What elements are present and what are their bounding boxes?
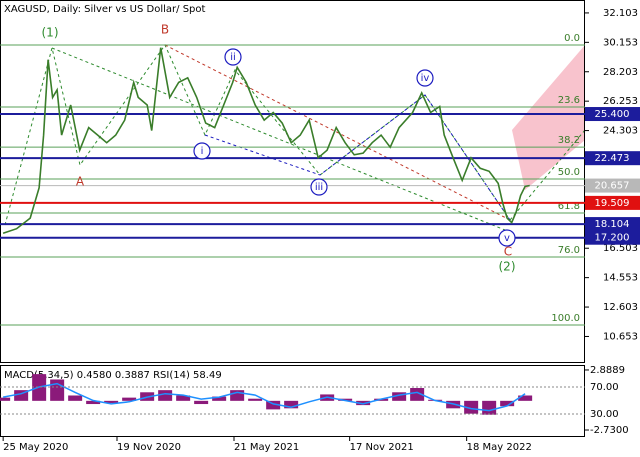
price-tag [585, 230, 640, 245]
y-tick-label: 14.553 [603, 273, 638, 284]
rsi-line [2, 382, 526, 412]
macd-bar [104, 400, 119, 403]
y-tick-label: 28.203 [603, 67, 638, 78]
macd-bar [176, 395, 191, 401]
indicator-frame [0, 365, 585, 437]
macd-bar [86, 400, 101, 405]
price-tag [585, 195, 640, 210]
price-tag-label: 22.473 [595, 153, 630, 164]
fib-label: 100.0 [551, 313, 580, 324]
wave-label: (2) [499, 260, 516, 274]
fib-label: 23.6 [558, 95, 580, 106]
macd-tick-label: 2.8889 [590, 365, 625, 376]
y-tick-label: 12.603 [603, 302, 638, 313]
y-tick-label: 24.303 [603, 126, 638, 137]
macd-bar [122, 397, 137, 401]
price-tag-label: 18.104 [595, 219, 630, 230]
x-tick-label: 18 May 2022 [467, 442, 532, 453]
y-tick-label: 30.153 [603, 37, 638, 48]
channel-line [164, 44, 511, 221]
macd-bar [14, 390, 29, 401]
macd-bar [68, 395, 83, 401]
macd-bar [392, 392, 407, 401]
rsi-tick-label: 30.00 [590, 409, 619, 420]
macd-tick-label: -2.7300 [590, 425, 629, 436]
macd-bar [266, 400, 281, 410]
price-tag [585, 178, 640, 193]
x-tick-label: 17 Nov 2021 [350, 442, 414, 453]
wave-path [204, 94, 511, 221]
y-tick-label: 26.253 [603, 96, 638, 107]
fib-label: 76.0 [558, 245, 580, 256]
macd-bar [482, 400, 497, 415]
macd-bar [518, 395, 533, 401]
wave-circle [310, 178, 328, 196]
wave-lines [4, 43, 586, 231]
price-tag [585, 151, 640, 166]
macd-bar [464, 400, 479, 414]
y-tick-label: 32.103 [603, 8, 638, 19]
macd-bar [0, 397, 11, 401]
indicator-label: MACD(5,34,5) 0.4580 0.3887 RSI(14) 58.49 [4, 370, 222, 381]
price-line [2, 47, 530, 234]
macd-bar [194, 400, 209, 405]
macd-bar [500, 400, 515, 407]
wave-circle [498, 229, 516, 247]
fib-label: 38.2 [558, 135, 580, 146]
wave-label: iii [315, 182, 323, 193]
wave-label: i [201, 146, 204, 157]
wave-label: ii [230, 52, 236, 63]
forecast-line [509, 129, 586, 221]
fib-label: 61.8 [558, 201, 580, 212]
x-tick-label: 25 May 2020 [3, 442, 68, 453]
chart-title: XAGUSD, Daily: Silver vs US Dollar/ Spot [4, 4, 206, 15]
macd-bar [284, 400, 299, 409]
y-tick-label: 16.503 [603, 243, 638, 254]
y-tick-label: 10.653 [603, 331, 638, 342]
wave-circle [193, 142, 211, 160]
wave-label: (1) [42, 26, 59, 40]
wave-label: A [76, 175, 85, 189]
forecast-channel [512, 45, 585, 190]
macd-bar [230, 390, 245, 401]
macd-bar [248, 398, 263, 401]
macd-bar [212, 396, 227, 401]
price-tag-label: 20.657 [595, 181, 630, 192]
plot-frame [0, 0, 585, 363]
macd-bar [158, 390, 173, 401]
wave-label: C [504, 245, 512, 259]
fib-label: 50.0 [558, 167, 580, 178]
rsi-tick-label: 70.00 [590, 382, 619, 393]
wave-label: v [504, 233, 510, 244]
price-tag [585, 217, 640, 232]
wave-circle [416, 69, 434, 87]
wave-circle [224, 48, 242, 66]
macd-bar [50, 379, 65, 401]
x-tick-label: 21 May 2021 [234, 442, 299, 453]
macd-bar [356, 400, 371, 406]
wave-label: iv [421, 73, 430, 84]
x-tick-label: 19 Nov 2020 [117, 442, 181, 453]
price-tag-label: 19.509 [595, 198, 630, 209]
price-tag-label: 17.200 [595, 233, 630, 244]
macd-bar [410, 388, 425, 401]
fib-label: 0.0 [564, 33, 580, 44]
price-tag [585, 107, 640, 122]
price-tag-label: 25.400 [595, 109, 630, 120]
wave-label: B [161, 23, 169, 37]
